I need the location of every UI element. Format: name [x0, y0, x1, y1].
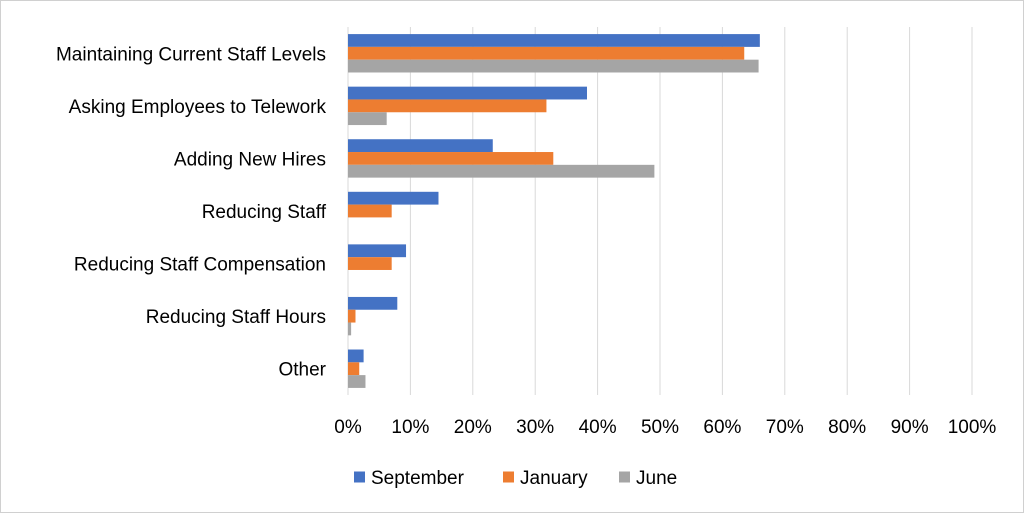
gridlines: [347, 27, 973, 395]
bar-june: [348, 112, 387, 126]
category-label: Reducing Staff Hours: [146, 307, 326, 328]
bar-january: [348, 257, 392, 270]
category-labels: Maintaining Current Staff Levels Asking E…: [56, 44, 327, 380]
bar-june: [348, 164, 655, 178]
x-axis-tick-labels: 0% 10% 20% 30% 40% 50% 60% 70% 80% 90% 100%: [334, 417, 996, 438]
bar-september: [348, 296, 398, 310]
category-label: Maintaining Current Staff Levels: [56, 44, 326, 65]
bar-september: [348, 349, 364, 363]
x-tick-label: 0%: [334, 417, 362, 438]
x-tick-label: 20%: [454, 417, 492, 438]
bar-june: [348, 59, 759, 73]
x-tick-label: 50%: [641, 417, 679, 438]
x-tick-label: 40%: [579, 417, 617, 438]
legend-item: September: [354, 468, 465, 489]
bar-january: [348, 99, 547, 113]
bar-january: [348, 309, 356, 323]
legend-item: January: [503, 468, 588, 489]
bar-january: [348, 362, 360, 376]
x-tick-label: 80%: [828, 417, 866, 438]
legend-label: June: [636, 468, 677, 489]
category-label: Reducing Staff: [202, 202, 327, 223]
legend-label: January: [520, 468, 588, 489]
x-tick-label: 70%: [766, 417, 804, 438]
bar-september: [348, 191, 439, 205]
bar-june: [348, 322, 352, 336]
bar-january: [348, 152, 554, 165]
category-label: Other: [278, 360, 326, 381]
bar-june: [348, 375, 366, 388]
legend-label: September: [371, 468, 465, 489]
legend: September January June: [354, 468, 677, 489]
category-label: Asking Employees to Telework: [69, 97, 327, 118]
x-tick-label: 60%: [703, 417, 741, 438]
legend-item: June: [619, 468, 677, 489]
bars: [348, 34, 760, 388]
x-tick-label: 90%: [891, 417, 929, 438]
bar-january: [348, 204, 392, 218]
legend-swatch: [503, 471, 514, 483]
legend-swatch: [354, 471, 365, 483]
bar-september: [348, 139, 493, 153]
x-tick-label: 100%: [948, 417, 997, 438]
bar-september: [348, 86, 587, 100]
category-label: Reducing Staff Compensation: [74, 255, 326, 276]
bar-september: [348, 244, 407, 258]
x-tick-label: 10%: [391, 417, 429, 438]
category-label: Adding New Hires: [174, 149, 326, 170]
legend-swatch: [619, 471, 630, 483]
bar-january: [348, 46, 745, 60]
x-tick-label: 30%: [516, 417, 554, 438]
bar-september: [348, 34, 760, 47]
